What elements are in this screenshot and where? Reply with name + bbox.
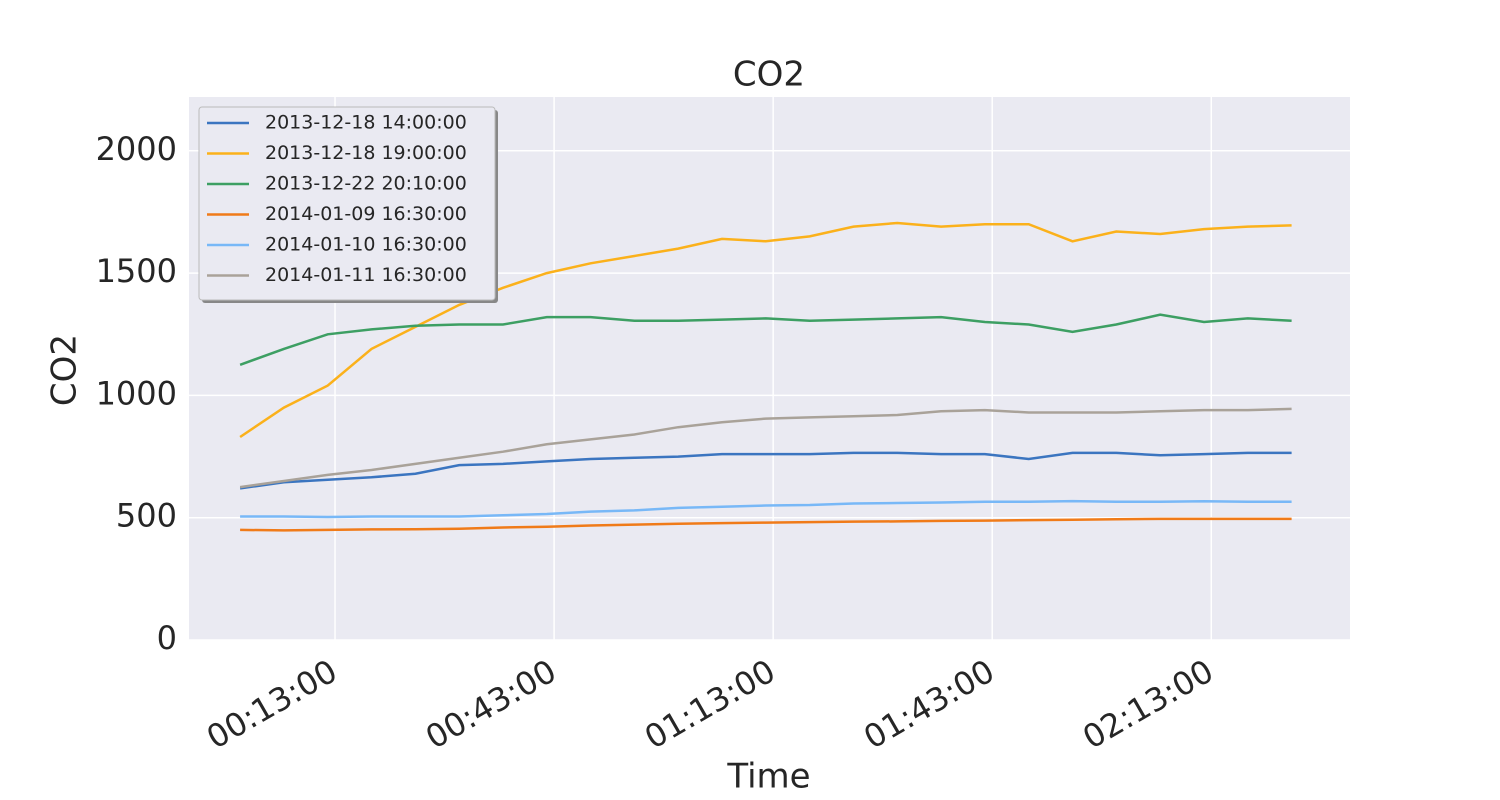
y-tick-label: 0 bbox=[157, 619, 177, 657]
x-tick-label: 02:13:00 bbox=[1076, 652, 1219, 757]
data-line bbox=[239, 313, 1292, 366]
chart-title: CO2 bbox=[733, 55, 805, 95]
y-tick-label: 1000 bbox=[96, 374, 177, 412]
legend-label: 2014-01-09 16:30:00 bbox=[265, 203, 467, 225]
legend-label: 2014-01-11 16:30:00 bbox=[265, 264, 467, 286]
legend-box bbox=[198, 106, 496, 301]
x-tick-label: 01:43:00 bbox=[857, 652, 1000, 757]
legend-label: 2013-12-22 20:10:00 bbox=[265, 173, 467, 195]
x-tick-label: 01:13:00 bbox=[638, 652, 781, 757]
y-axis-label: CO2 bbox=[45, 334, 85, 406]
data-line bbox=[240, 499, 1292, 519]
x-tick-label: 00:43:00 bbox=[419, 652, 562, 757]
data-line bbox=[239, 451, 1292, 490]
legend-label: 2013-12-18 19:00:00 bbox=[265, 142, 467, 164]
y-tick-label: 1500 bbox=[96, 252, 177, 290]
data-line bbox=[240, 517, 1292, 532]
y-tick-label: 2000 bbox=[96, 130, 177, 168]
x-axis-label: Time bbox=[726, 757, 810, 797]
data-line bbox=[239, 407, 1292, 489]
legend-label: 2014-01-10 16:30:00 bbox=[265, 234, 467, 256]
legend: 2013-12-18 14:00:00 2013-12-18 19:00:00 20… bbox=[198, 106, 498, 303]
x-tick-label: 00:13:00 bbox=[200, 652, 343, 757]
legend-label: 2013-12-18 14:00:00 bbox=[265, 112, 467, 134]
y-tick-label: 500 bbox=[116, 497, 177, 535]
